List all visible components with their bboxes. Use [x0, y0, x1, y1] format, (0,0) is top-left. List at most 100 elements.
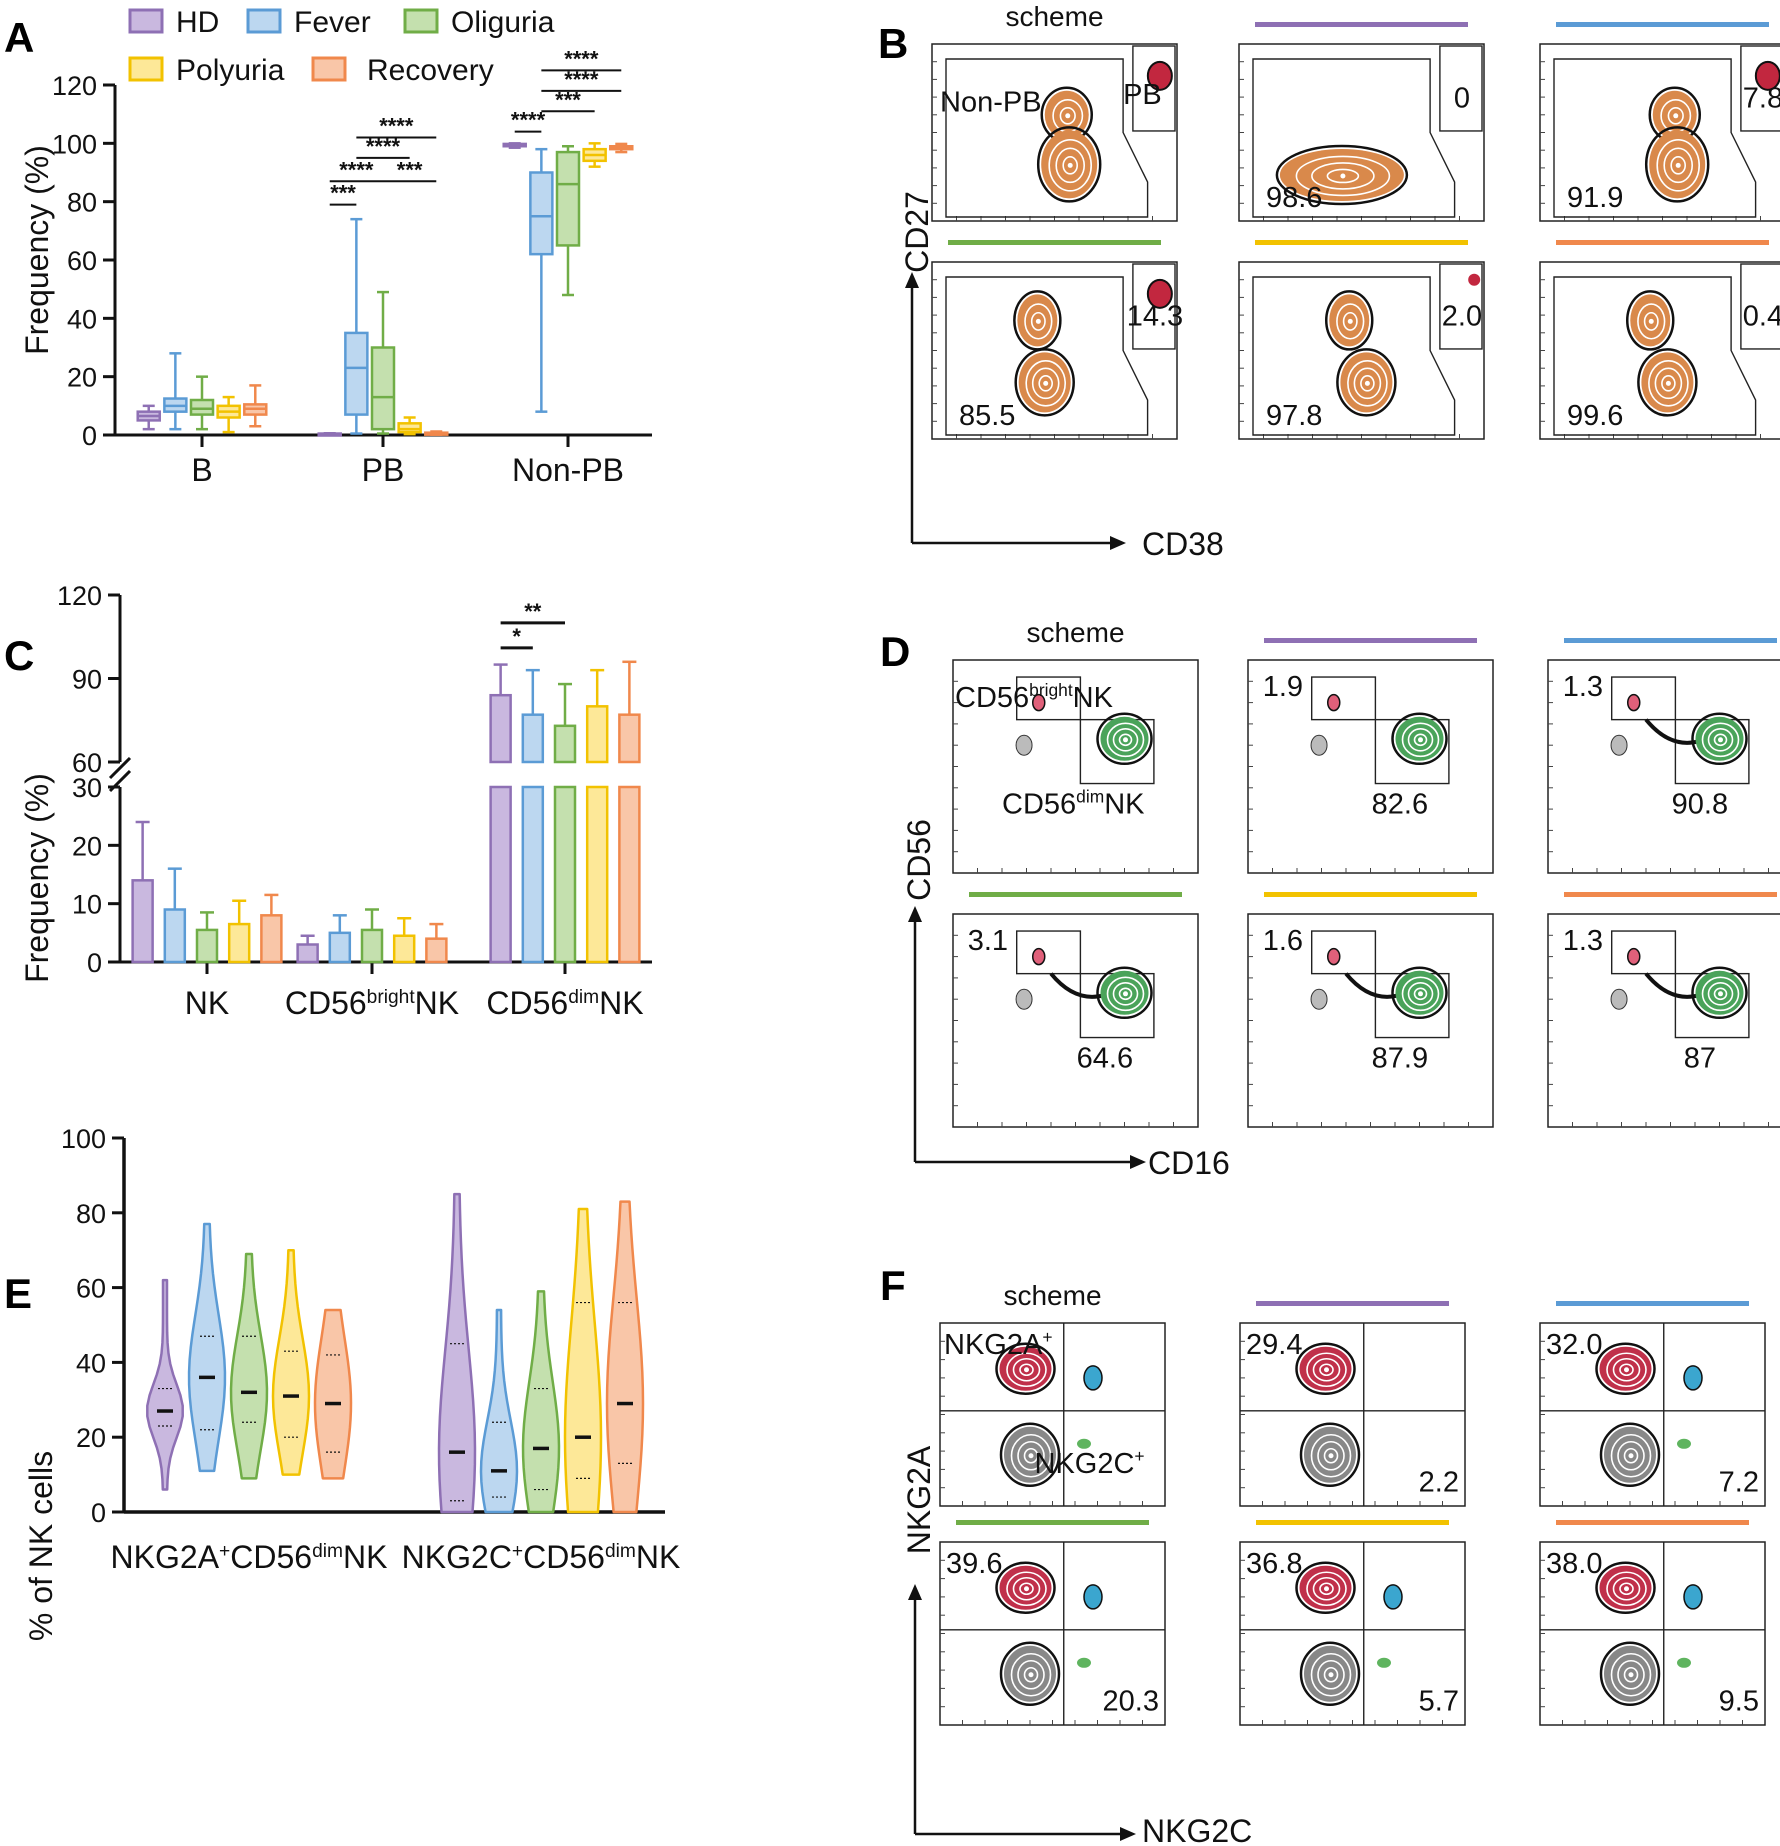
pD-group-bar-oliguria — [969, 892, 1182, 897]
gate-pb — [1132, 263, 1176, 350]
pD-x-arrowhead — [1130, 1155, 1146, 1169]
population-transition — [1049, 972, 1106, 999]
pF-group-bar-polyuria — [1256, 1520, 1449, 1525]
population-nkg2a-neg-center — [1628, 1453, 1634, 1459]
population-nkg2c — [1077, 1438, 1091, 1449]
population-cd56dim-outline — [1096, 966, 1153, 1020]
pF-plot-fever: 32.0 7.2 — [1539, 1301, 1766, 1507]
population-nkg2a-neg-contour — [1617, 1659, 1645, 1690]
pD-plot-frame — [952, 913, 1199, 1128]
population-non-pb-contour — [1024, 303, 1053, 340]
population-non-pb-contour — [1637, 303, 1666, 340]
gate-value-nkg2c: 2.2 — [1419, 1466, 1459, 1498]
gate-value-dim: 64.6 — [1077, 1042, 1133, 1074]
gate-cd56bright — [1310, 676, 1377, 721]
population-non-pb-center — [1347, 318, 1353, 324]
pF-group-bar-fever — [1556, 1301, 1749, 1306]
violin-fever — [187, 1222, 227, 1473]
population-other — [1610, 734, 1628, 756]
box-oliguria — [370, 346, 396, 431]
population-double-positive — [1683, 1365, 1703, 1391]
gate-value-non-pb: 97.8 — [1266, 400, 1322, 432]
panel-a-ytick-label: 20 — [67, 363, 97, 393]
panel-a-boxplot: Frequency (%) 0 20 40 60 80 100 120 B PB Non-PB **… — [19, 46, 652, 488]
population-non-pb-center — [1067, 162, 1073, 168]
pB-x-arrowhead — [1110, 536, 1126, 550]
pF-x-arrowhead — [1120, 1827, 1136, 1841]
population-double-positive — [1383, 1584, 1403, 1610]
gate-value-dim: 87.9 — [1372, 1042, 1428, 1074]
population-non-pb-contour — [1059, 107, 1076, 125]
population-non-pb-contour — [1648, 360, 1689, 407]
panel-label-d: D — [880, 628, 910, 675]
bar-oliguria — [195, 928, 219, 964]
gate-value-nkg2c: 9.5 — [1719, 1685, 1759, 1717]
legend: HD Fever Oliguria Polyuria Recovery — [128, 6, 555, 87]
bar-hd — [131, 879, 154, 964]
population-cd56bright — [1032, 693, 1046, 712]
population-nkg2c — [1077, 1657, 1091, 1668]
pD-plot-hd: 1.9 82.6 — [1247, 638, 1494, 874]
pD-plot-frame — [1547, 659, 1780, 874]
violin-recovery — [313, 1308, 353, 1480]
panel-label-e: E — [4, 1270, 32, 1317]
population-other — [1310, 734, 1328, 756]
population-nkg2a-outline — [1295, 1342, 1356, 1395]
population-transition — [1644, 972, 1701, 999]
population-nkg2a-contour — [1312, 1357, 1341, 1382]
gate-label-bright: CD56brightNK — [955, 680, 1114, 714]
panel-a-ytick-label: 120 — [52, 71, 97, 101]
population-nkg2a-neg-outline — [1599, 1422, 1661, 1488]
panel-label-f: F — [880, 1262, 906, 1309]
population-cd56dim-center — [1418, 991, 1423, 997]
population-pb — [1146, 60, 1173, 91]
population-nkg2a-contour — [1606, 1571, 1647, 1607]
population-non-pb-outline — [1014, 348, 1075, 417]
population-non-pb-outline — [1036, 126, 1102, 203]
gate-value-bright: 3.1 — [968, 925, 1008, 957]
population-cd56dim-contour — [1413, 733, 1428, 747]
panel-c-ytick-label: 30 — [72, 773, 102, 803]
population-cd56dim-outline — [1391, 712, 1448, 766]
population-transition — [1644, 718, 1701, 745]
pF-scheme-title: scheme — [1003, 1280, 1101, 1311]
legend-label-oliguria: Oliguria — [451, 6, 555, 39]
population-nkg2a-contour — [1319, 1363, 1334, 1377]
pB-ylabel: CD27 — [899, 191, 935, 273]
population-non-pb-contour — [1038, 375, 1053, 392]
panel-e-ytick-label: 80 — [76, 1199, 106, 1229]
pB-group-bar-fever — [1556, 22, 1769, 27]
violin-oliguria — [229, 1252, 269, 1480]
legend-swatch-oliguria — [403, 8, 439, 34]
pD-plot-recovery: 1.3 87 — [1547, 892, 1780, 1128]
population-nkg2a-contour — [1312, 1576, 1341, 1601]
gate-value-pb: 0 — [1454, 83, 1470, 115]
population-nkg2a-contour — [1612, 1357, 1641, 1382]
pB-plot-recovery: 0.4 99.6 — [1539, 240, 1780, 440]
population-cd56dim-contour — [1713, 733, 1728, 747]
population-double-positive — [1683, 1584, 1703, 1610]
population-other — [1015, 734, 1033, 756]
violin-fever — [479, 1308, 519, 1514]
population-nkg2a-contour — [1019, 1363, 1034, 1377]
gate-value-pb: 7.8 — [1743, 83, 1780, 115]
panel-c-ytick-label: 60 — [72, 748, 102, 778]
population-cd56dim-contour — [1707, 728, 1734, 752]
pD-plot-scheme: scheme CD56brightNK CD56dimNK — [952, 617, 1199, 874]
panel-e-ytick-label: 0 — [91, 1498, 106, 1528]
population-nkg2a-contour — [1319, 1582, 1334, 1596]
panel-c-xtick-label: CD56brightNK — [285, 985, 459, 1021]
gate-value-nkg2a: 36.8 — [1246, 1548, 1302, 1580]
population-non-pb-contour — [1062, 156, 1078, 175]
population-nkg2a-neg-outline — [999, 1422, 1061, 1488]
panel-a-ylabel: Frequency (%) — [19, 145, 55, 355]
population-cd56dim-contour — [1707, 982, 1734, 1006]
population-nkg2a-neg-contour — [1310, 1433, 1352, 1478]
population-non-pb-outline — [1275, 144, 1409, 206]
legend-label-recovery: Recovery — [367, 54, 494, 87]
panel-a-ytick-label: 100 — [52, 129, 97, 159]
population-nkg2a-neg-contour — [1323, 1447, 1339, 1464]
legend-swatch-hd — [128, 8, 164, 34]
population-other — [1610, 988, 1628, 1010]
